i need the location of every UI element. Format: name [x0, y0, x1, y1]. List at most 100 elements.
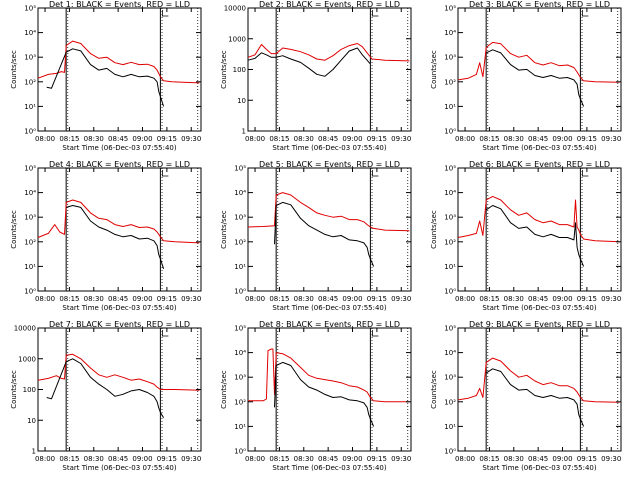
- x-tick-label: 08:00: [245, 455, 265, 463]
- y-axis-label: Counts/sec: [430, 50, 438, 89]
- detector-panel-1: 08:00 08:15 08:30 08:45 09:00 09:15 09:30 10⁰ 10…: [10, 0, 202, 152]
- x-tick-label: 09:00: [132, 455, 152, 463]
- panel-title: Det 5: BLACK = Events, RED = LLD: [259, 160, 400, 169]
- y-axis-label: Counts/sec: [220, 370, 228, 409]
- panel-title: Det 9: BLACK = Events, RED = LLD: [469, 320, 610, 329]
- y-axis-label: Counts/sec: [430, 370, 438, 409]
- series-events: [274, 361, 375, 427]
- x-tick-label: 09:30: [601, 135, 621, 143]
- y-tick-label: 10⁰: [24, 288, 36, 296]
- x-tick-label: 09:30: [601, 295, 621, 303]
- plot-frame: [247, 7, 412, 132]
- x-tick-label: 08:00: [455, 455, 475, 463]
- y-tick-label: 1: [242, 128, 246, 136]
- y-tick-label: 10⁰: [444, 448, 456, 456]
- x-tick-label: 08:45: [108, 455, 128, 463]
- x-tick-label: 08:30: [294, 455, 314, 463]
- x-tick-label: 08:00: [245, 295, 265, 303]
- plot-frame: [247, 327, 412, 452]
- x-tick-label: 08:30: [84, 295, 104, 303]
- y-tick-label: 10⁰: [234, 448, 246, 456]
- y-tick-label: 10: [27, 417, 36, 425]
- x-tick-label: 09:00: [342, 455, 362, 463]
- plot-frame: [37, 167, 202, 292]
- detector-panel-9: 08:00 08:15 08:30 08:45 09:00 09:15 09:30 10⁰ 10…: [430, 320, 622, 472]
- x-tick-label: 08:45: [318, 135, 338, 143]
- plot-frame: [457, 327, 622, 452]
- series-events: [485, 368, 585, 427]
- y-tick-label: 1: [32, 448, 36, 456]
- x-tick-label: 08:45: [528, 295, 548, 303]
- x-tick-label: 09:15: [367, 455, 387, 463]
- panel-title: Det 1: BLACK = Events, RED = LLD: [49, 0, 190, 9]
- x-tick-label: 09:15: [577, 135, 597, 143]
- panel-title: Det 7: BLACK = Events, RED = LLD: [49, 320, 190, 329]
- y-tick-label: 10⁵: [234, 325, 246, 333]
- y-axis-label: Counts/sec: [10, 370, 18, 409]
- x-tick-label: 09:15: [577, 455, 597, 463]
- y-tick-label: 10²: [24, 78, 36, 86]
- y-tick-label: 10³: [24, 214, 36, 222]
- detector-panel-8: 08:00 08:15 08:30 08:45 09:00 09:15 09:30 10⁰ 10…: [220, 320, 412, 472]
- series-lld: [247, 43, 410, 62]
- y-tick-label: 10²: [444, 238, 456, 246]
- x-tick-label: 08:15: [269, 135, 289, 143]
- x-axis-label: Start Time (06-Dec-03 07:55:40): [62, 144, 176, 152]
- y-tick-label: 10³: [444, 54, 456, 62]
- series-events: [247, 47, 371, 77]
- x-tick-label: 08:45: [108, 135, 128, 143]
- series-lld: [457, 357, 620, 403]
- x-tick-label: 09:00: [342, 135, 362, 143]
- x-tick-label: 08:30: [504, 135, 524, 143]
- detector-panel-2: 08:00 08:15 08:30 08:45 09:00 09:15 09:30 1 10 10…: [220, 0, 412, 152]
- y-axis-label: Counts/sec: [430, 210, 438, 249]
- y-tick-label: 10⁰: [444, 128, 456, 136]
- x-tick-label: 09:00: [552, 135, 572, 143]
- panel-title: Det 4: BLACK = Events, RED = LLD: [49, 160, 190, 169]
- panel-title: Det 2: BLACK = Events, RED = LLD: [259, 0, 400, 9]
- y-tick-label: 10¹: [444, 103, 456, 111]
- x-tick-label: 09:30: [391, 455, 411, 463]
- x-tick-label: 08:00: [35, 295, 55, 303]
- series-events: [274, 201, 375, 267]
- x-tick-label: 08:45: [528, 135, 548, 143]
- y-tick-label: 10⁴: [24, 189, 36, 197]
- interval-end-bracket: [161, 330, 169, 337]
- x-tick-label: 09:00: [342, 295, 362, 303]
- y-tick-label: 10⁵: [444, 325, 456, 333]
- y-tick-label: 10⁰: [24, 128, 36, 136]
- interval-end-bracket: [371, 170, 379, 177]
- series-lld: [37, 40, 200, 84]
- y-tick-label: 100: [233, 66, 246, 74]
- y-tick-label: 100: [23, 386, 36, 394]
- x-tick-label: 08:15: [479, 135, 499, 143]
- interval-end-bracket: [371, 10, 379, 17]
- y-tick-label: 10³: [444, 374, 456, 382]
- y-tick-label: 10⁴: [24, 29, 36, 37]
- interval-end-bracket: [581, 170, 589, 177]
- series-events: [46, 358, 165, 419]
- y-tick-label: 10⁵: [234, 165, 246, 173]
- x-tick-label: 08:45: [318, 455, 338, 463]
- y-tick-label: 10³: [24, 54, 36, 62]
- plot-frame: [457, 7, 622, 132]
- interval-end-bracket: [371, 330, 379, 337]
- y-tick-label: 10000: [224, 5, 246, 13]
- y-axis-label: Counts/sec: [220, 210, 228, 249]
- series-lld: [248, 348, 410, 403]
- y-tick-label: 10²: [444, 398, 456, 406]
- series-lld: [457, 195, 620, 243]
- y-tick-label: 10²: [444, 78, 456, 86]
- series-events: [485, 205, 585, 267]
- x-tick-label: 08:00: [245, 135, 265, 143]
- y-tick-label: 10⁴: [234, 189, 246, 197]
- y-tick-label: 10⁵: [444, 5, 456, 13]
- x-axis-label: Start Time (06-Dec-03 07:55:40): [272, 144, 386, 152]
- x-axis-label: Start Time (06-Dec-03 07:55:40): [272, 464, 386, 472]
- x-tick-label: 08:00: [35, 455, 55, 463]
- x-tick-label: 09:00: [552, 455, 572, 463]
- y-tick-label: 10²: [234, 238, 246, 246]
- y-tick-label: 10²: [234, 398, 246, 406]
- x-axis-label: Start Time (06-Dec-03 07:55:40): [482, 304, 596, 312]
